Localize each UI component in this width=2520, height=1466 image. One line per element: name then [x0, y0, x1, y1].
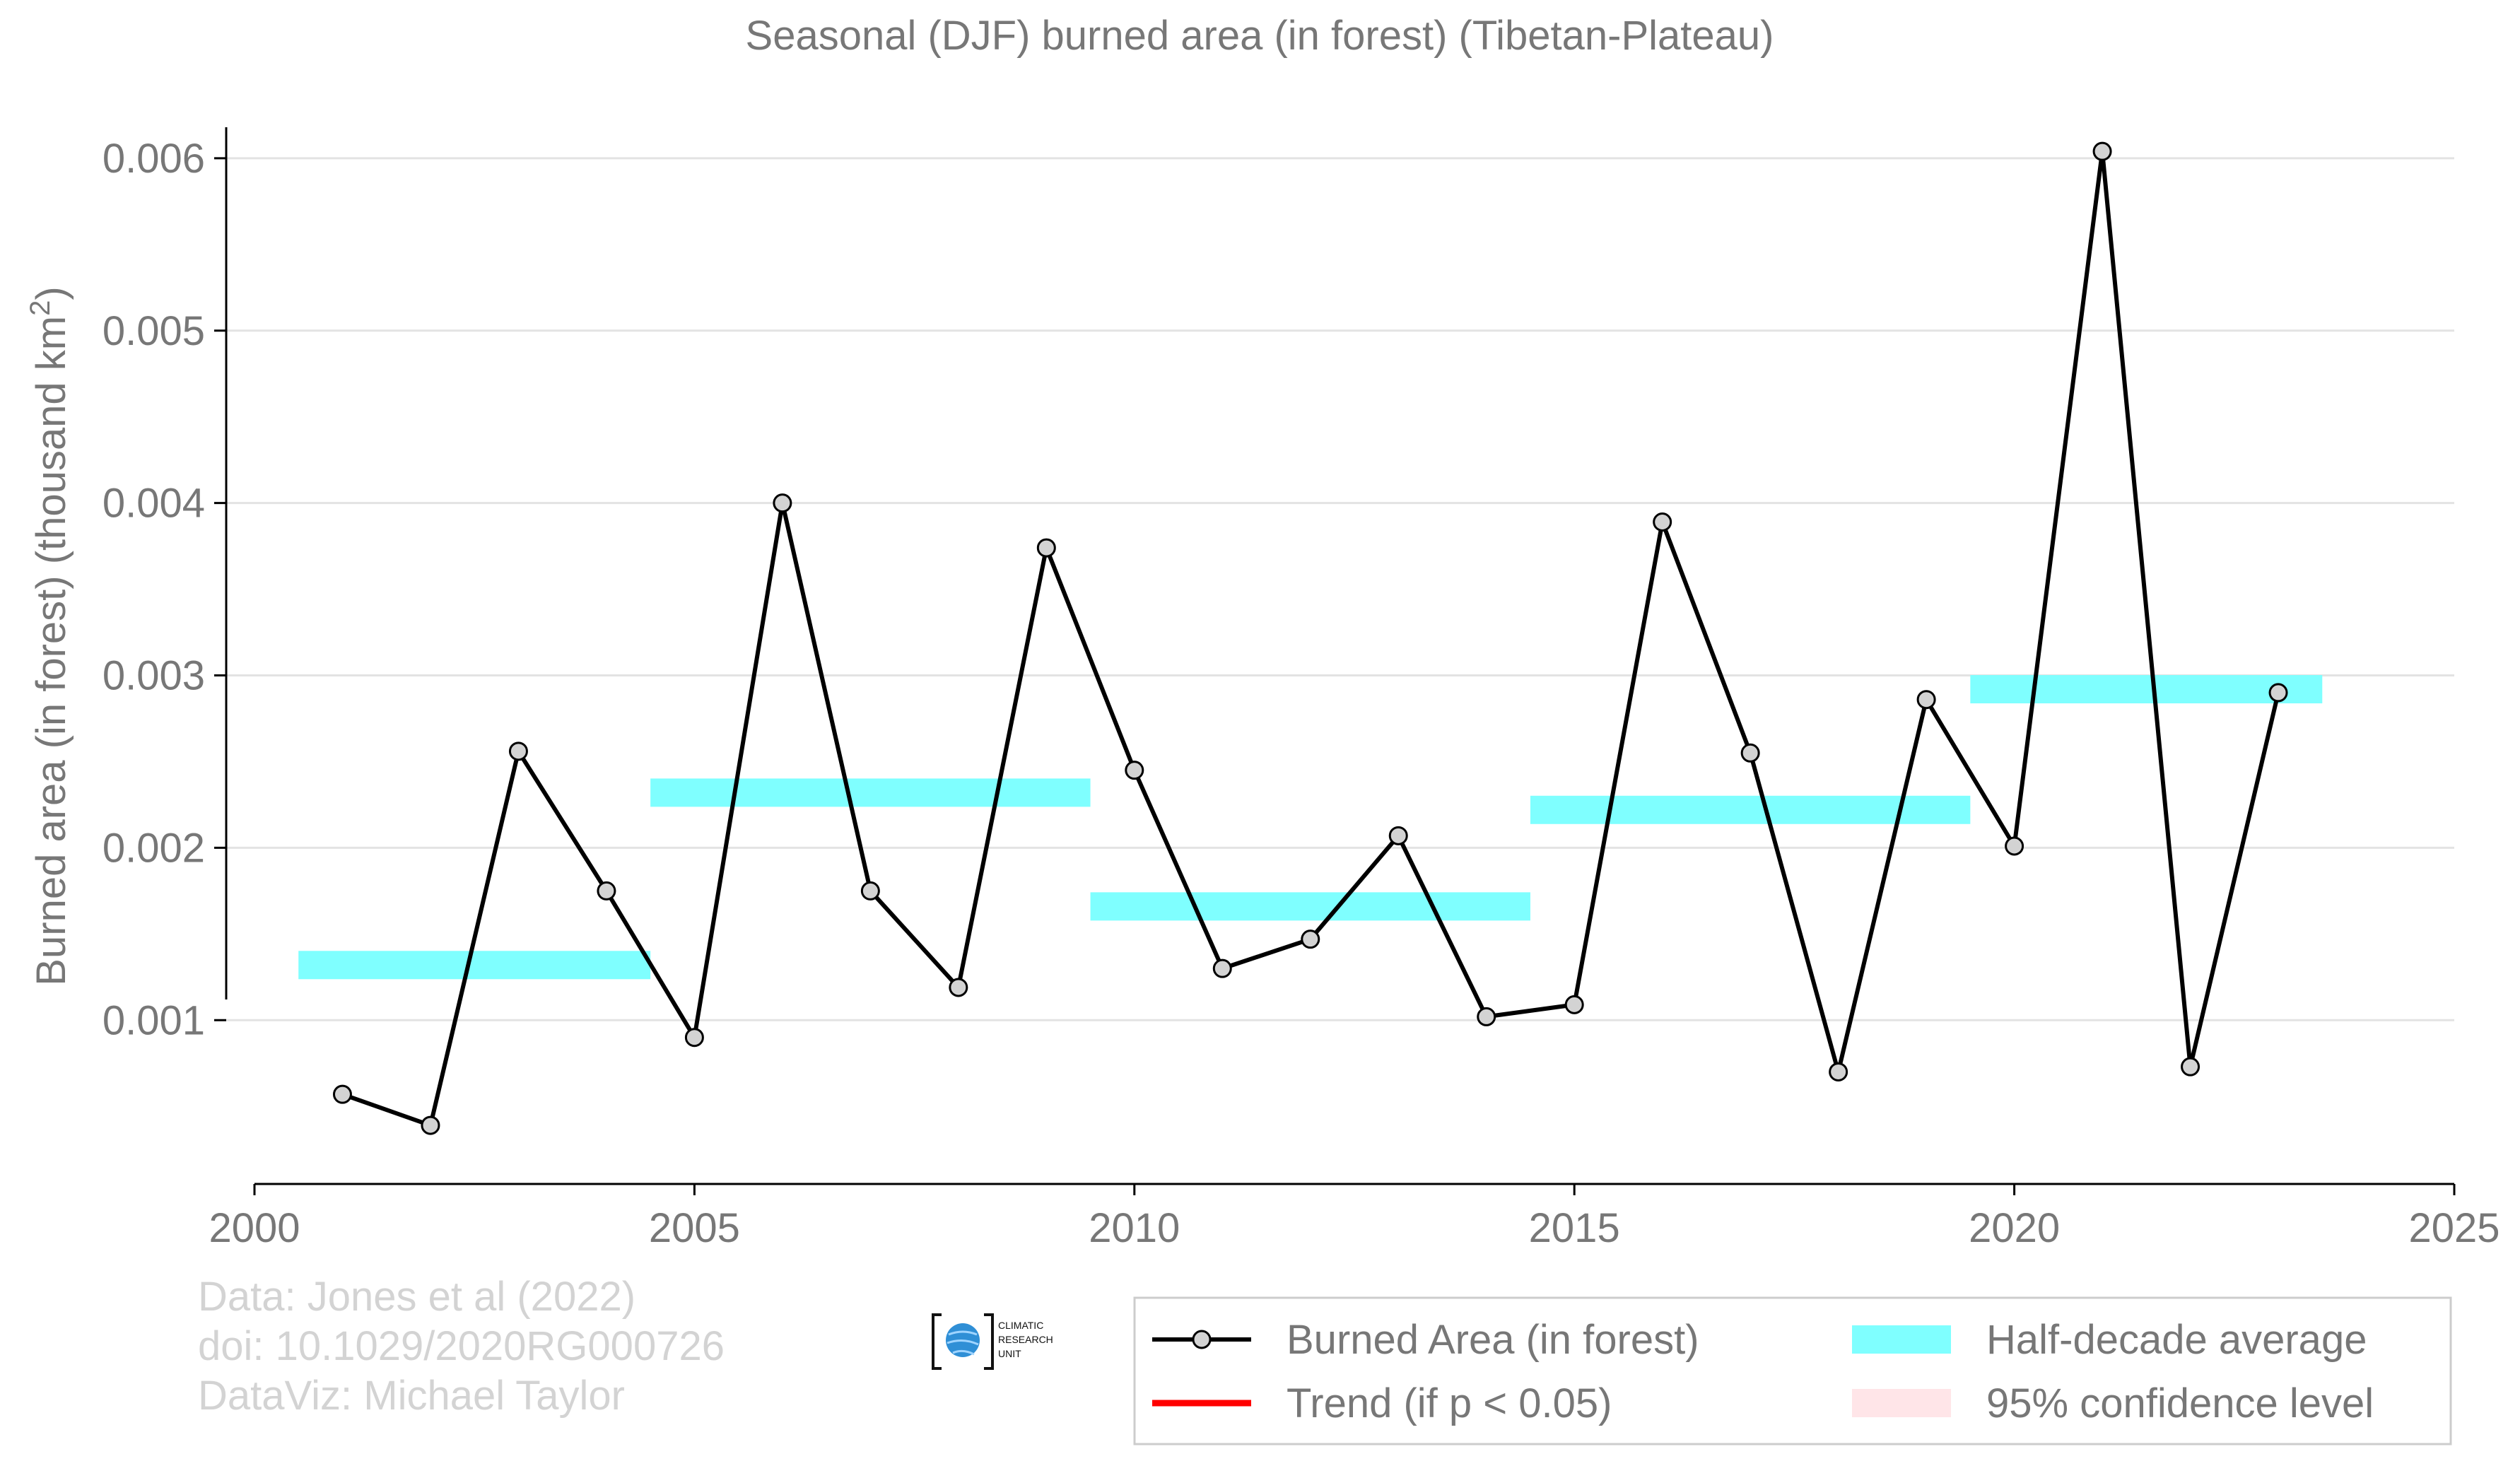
legend: Burned Area (in forest) Trend (if p < 0.0…: [1133, 1296, 2452, 1446]
data-point: [860, 881, 880, 901]
half-decade-average-bar: [298, 951, 651, 980]
cru-logo-globe-lines: [947, 1330, 979, 1356]
data-point: [1653, 512, 1672, 532]
x-ticks: 2000 2005 2010 2015 2020 2025: [209, 1184, 2500, 1251]
data-point: [1740, 743, 1760, 763]
cru-logo-text-2: RESEARCH: [998, 1334, 1053, 1345]
x-tick-label: 2010: [1089, 1205, 1180, 1251]
legend-label: Half-decade average: [1986, 1317, 2367, 1363]
data-point: [1564, 995, 1584, 1014]
y-gridlines: [226, 157, 2454, 1021]
cru-logo-text-3: UNIT: [998, 1348, 1021, 1359]
legend-swatch-marker: [1192, 1330, 1212, 1349]
y-tick-label: 0.001: [102, 997, 205, 1043]
y-axis-label-suffix: ): [28, 286, 74, 300]
y-tick-label: 0.006: [102, 136, 205, 182]
x-tick-label: 2005: [649, 1205, 740, 1251]
data-point: [773, 493, 792, 513]
x-tick-label: 2015: [1529, 1205, 1620, 1251]
half-decade-average-bar: [650, 778, 1091, 807]
data-point: [1916, 690, 1936, 710]
data-point: [2005, 836, 2024, 856]
credits-dataviz: DataViz: Michael Taylor: [198, 1373, 625, 1419]
data-point: [1829, 1062, 1848, 1081]
x-tick-label: 2025: [2408, 1205, 2500, 1251]
data-point: [949, 978, 968, 997]
y-tick-label: 0.003: [102, 653, 205, 699]
half-decade-average-bar: [1970, 675, 2323, 704]
y-tick-label: 0.005: [102, 308, 205, 354]
data-point: [1036, 538, 1056, 558]
data-point: [1212, 958, 1232, 978]
legend-label: 95% confidence level: [1986, 1380, 2374, 1426]
half-decade-bands: [298, 675, 2323, 980]
legend-label: Trend (if p < 0.05): [1287, 1380, 1612, 1426]
data-point: [1388, 826, 1408, 845]
y-axis-label-text: Burned area (in forest) (thousand km: [28, 316, 74, 986]
half-decade-average-bar: [1090, 892, 1530, 921]
cru-logo-bracket-right: [984, 1313, 994, 1370]
data-point: [684, 1028, 704, 1048]
cru-logo-text-1: CLIMATIC: [998, 1320, 1043, 1331]
credits-doi: doi: 10.1029/2020RG000726: [198, 1323, 725, 1369]
data-point: [1477, 1007, 1496, 1026]
data-point: [2181, 1057, 2200, 1077]
data-point: [2268, 683, 2288, 703]
data-point: [421, 1115, 440, 1135]
data-point: [2092, 141, 2112, 161]
y-axis-label-superscript: 2: [25, 300, 56, 316]
x-tick-label: 2000: [209, 1205, 300, 1251]
cru-logo-bracket-left: [932, 1313, 942, 1370]
data-point: [508, 741, 528, 761]
data-point: [1125, 761, 1144, 780]
y-tick-label: 0.002: [102, 825, 205, 871]
legend-label: Burned Area (in forest): [1287, 1317, 1699, 1363]
credits: Data: Jones et al (2022) doi: 10.1029/20…: [198, 1272, 725, 1421]
legend-swatch-band: [1852, 1325, 1951, 1354]
x-tick-label: 2020: [1969, 1205, 2060, 1251]
data-point: [1301, 930, 1320, 949]
chart-title: Seasonal (DJF) burned area (in forest) (…: [746, 13, 1774, 59]
credits-data-source: Data: Jones et al (2022): [198, 1274, 636, 1320]
data-point: [332, 1084, 352, 1104]
legend-box: [1133, 1296, 2452, 1446]
legend-swatch-band: [1852, 1389, 1951, 1417]
data-point: [597, 881, 616, 901]
series-line: [341, 149, 2280, 1128]
y-ticks: 0.001 0.002 0.003 0.004 0.005 0.006: [102, 136, 226, 1043]
cru-logo: CLIMATIC RESEARCH UNIT: [932, 1313, 1053, 1370]
y-tick-label: 0.004: [102, 481, 205, 527]
y-axis-label: Burned area (in forest) (thousand km2): [25, 286, 74, 985]
series-burned-area: [332, 141, 2288, 1135]
